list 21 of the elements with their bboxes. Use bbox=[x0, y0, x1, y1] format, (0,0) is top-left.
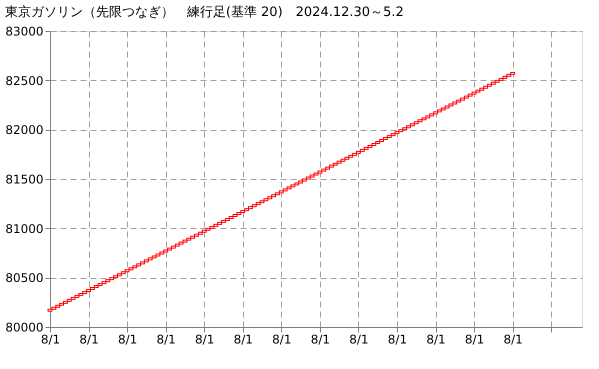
x-tick-label: 8/1 bbox=[464, 332, 484, 346]
x-tick-label: 8/1 bbox=[79, 332, 99, 346]
y-tick-label: 81500 bbox=[5, 172, 44, 186]
y-tick-label: 80000 bbox=[5, 320, 44, 334]
chart-title: 東京ガソリン（先限つなぎ） 練行足(基準 20) 2024.12.30～5.2 bbox=[4, 5, 404, 20]
y-tick-label: 82000 bbox=[5, 123, 44, 138]
y-tick-label: 81000 bbox=[5, 222, 44, 236]
x-tick-label: 8/1 bbox=[195, 332, 214, 346]
x-tick-label: 8/1 bbox=[40, 332, 60, 346]
x-tick-label: 8/1 bbox=[503, 332, 523, 346]
y-tick-label: 82500 bbox=[5, 74, 44, 88]
x-tick-label: 8/1 bbox=[156, 332, 176, 346]
x-tick-label: 8/1 bbox=[388, 332, 408, 346]
x-tick-label: 8/1 bbox=[310, 332, 330, 346]
y-tick-label: 80500 bbox=[5, 271, 44, 286]
x-tick-label: 8/1 bbox=[426, 332, 446, 346]
x-tick-label: 8/1 bbox=[234, 332, 253, 346]
y-tick-label: 83000 bbox=[5, 24, 44, 38]
x-tick-label: 8/1 bbox=[118, 332, 138, 346]
x-tick-label: 8/1 bbox=[349, 332, 369, 346]
x-tick-label: 8/1 bbox=[272, 332, 292, 346]
